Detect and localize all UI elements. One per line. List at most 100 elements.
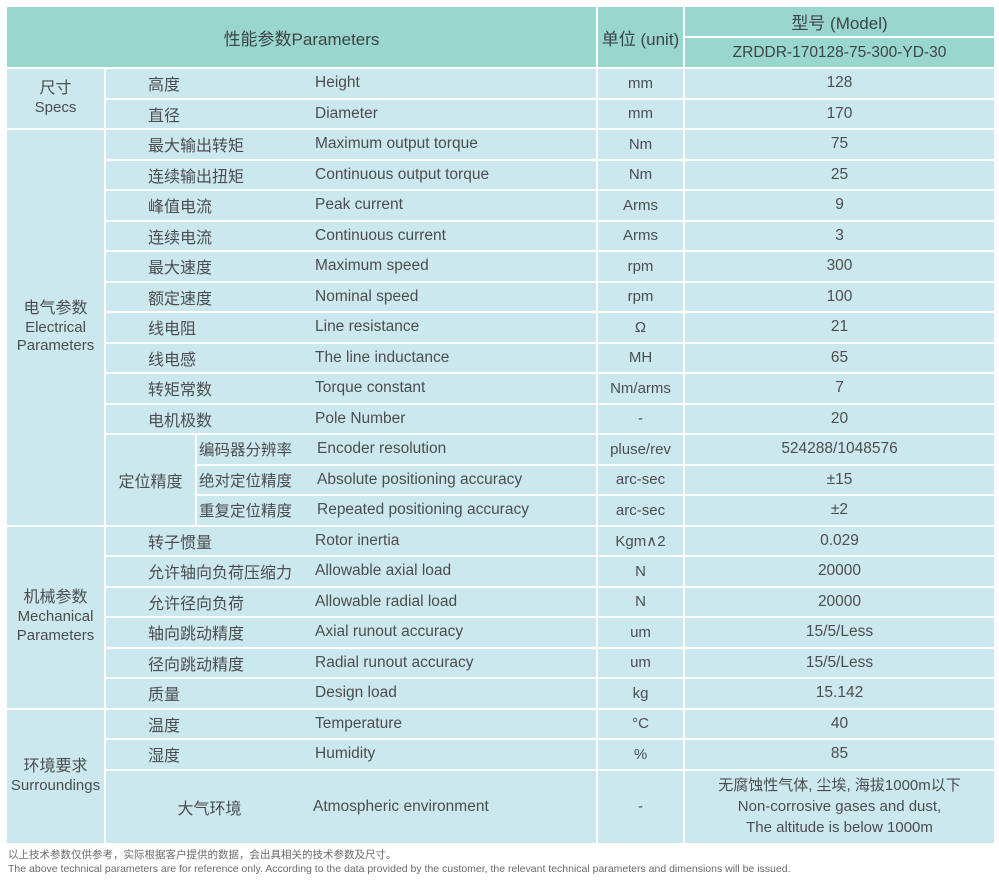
param-cell: 峰值电流 Peak current bbox=[106, 191, 596, 220]
param-zh: 线电感 bbox=[148, 351, 197, 369]
value-line: Non-corrosive gases and dust, bbox=[737, 798, 942, 815]
table-row: 大气环境 Atmospheric environment - 无腐蚀性气体, 尘埃, … bbox=[7, 770, 994, 843]
unit-cell: rpm bbox=[598, 282, 683, 311]
param-en: The line inductance bbox=[315, 348, 450, 366]
param-cell: 转矩常数 Torque constant bbox=[106, 374, 596, 403]
param-cell: 最大速度 Maximum speed bbox=[106, 252, 596, 281]
value-cell: 170 bbox=[685, 99, 994, 128]
category-line: 机械参数 bbox=[23, 589, 88, 607]
unit-cell: mm bbox=[598, 69, 683, 98]
category-line: 环境要求 bbox=[23, 757, 88, 775]
param-en: Line resistance bbox=[315, 318, 420, 336]
param-zh: 重复定位精度 bbox=[199, 503, 293, 521]
table-row: 电机极数 Pole Number -20 bbox=[7, 404, 994, 433]
param-en: Torque constant bbox=[315, 379, 426, 397]
value-cell: 300 bbox=[685, 252, 994, 281]
param-cell: 湿度 Humidity bbox=[106, 740, 596, 769]
param-zh: 轴向跳动精度 bbox=[148, 626, 245, 644]
param-zh: 转子惯量 bbox=[148, 534, 213, 552]
table-row: 转矩常数 Torque constant Nm/arms 7 bbox=[7, 374, 994, 403]
param-cell: 电机极数 Pole Number bbox=[106, 404, 596, 433]
param-zh: 最大输出转矩 bbox=[148, 138, 245, 156]
param-zh: 额定速度 bbox=[148, 290, 213, 308]
table-row: 允许轴向负荷压缩力 Allowable axial load N 20000 bbox=[7, 557, 994, 586]
unit-cell: - bbox=[598, 404, 683, 433]
unit-cell: arc-sec bbox=[598, 465, 683, 494]
category-line: Parameters bbox=[16, 627, 95, 644]
table-row: 电气参数 Electrical Parameters 最大输出转矩 Maximum ou… bbox=[7, 130, 994, 525]
table-row: 机械参数 Mechanical Parameters 转子惯量 Rotor inerti… bbox=[7, 526, 994, 708]
table-row: 线电阻 Line resistance Ω 21 bbox=[7, 313, 994, 342]
param-zh: 允许轴向负荷压缩力 bbox=[148, 565, 293, 583]
param-zh: 编码器分辨率 bbox=[199, 442, 293, 460]
header-row-model: ZRDDR-170128-75-300-YD-30 bbox=[7, 38, 994, 67]
unit-cell: Nm bbox=[598, 130, 683, 159]
param-zh: 连续电流 bbox=[148, 229, 213, 247]
table-row: 轴向跳动精度 Axial runout accuracy um 15/5/Less bbox=[7, 618, 994, 647]
param-zh: 直径 bbox=[148, 107, 181, 125]
category-line: Surroundings bbox=[10, 776, 101, 794]
param-cell: 温度 Temperature bbox=[106, 709, 596, 738]
unit-cell: Nm bbox=[598, 160, 683, 189]
unit-cell: Arms bbox=[598, 221, 683, 250]
table-row: 最大速度 Maximum speed rpm 300 bbox=[7, 252, 994, 281]
value-cell: ±15 bbox=[685, 465, 994, 494]
spec-table-body: 尺寸 Specs 高度 Height mm 128 直径 Diameter mm 170 电气参数 E… bbox=[7, 69, 994, 843]
unit-cell: kg bbox=[598, 679, 683, 708]
param-en: Allowable axial load bbox=[315, 562, 452, 580]
value-cell: 20000 bbox=[685, 557, 994, 586]
value-line: The altitude is below 1000m bbox=[746, 819, 933, 836]
unit-cell: N bbox=[598, 587, 683, 616]
param-en: Axial runout accuracy bbox=[315, 623, 464, 641]
footnote-zh: 以上技术参数仅供参考，实际根据客户提供的数据，会出具相关的技术参数及尺寸。 bbox=[8, 848, 397, 861]
param-cell: 绝对定位精度 Absolute positioning accuracy bbox=[197, 465, 596, 494]
unit-cell: Nm/arms bbox=[598, 374, 683, 403]
value-cell: 75 bbox=[685, 130, 994, 159]
value-cell: 100 bbox=[685, 282, 994, 311]
param-en: Allowable radial load bbox=[315, 592, 458, 610]
category-line: 尺寸 bbox=[39, 80, 72, 98]
table-row: 尺寸 Specs 高度 Height mm 128 bbox=[7, 69, 994, 128]
category-line: 电气参数 bbox=[23, 299, 88, 317]
category-cell: 机械参数 Mechanical Parameters bbox=[7, 526, 104, 708]
model-value: ZRDDR-170128-75-300-YD-30 bbox=[685, 38, 994, 67]
param-cell: 重复定位精度 Repeated positioning accuracy bbox=[197, 496, 596, 525]
param-en: Design load bbox=[315, 684, 397, 702]
unit-header: 单位 (unit) bbox=[598, 7, 683, 67]
param-en: Temperature bbox=[315, 714, 403, 732]
param-zh: 温度 bbox=[148, 717, 181, 735]
param-cell: 连续输出扭矩 Continuous output torque bbox=[106, 160, 596, 189]
category-cell: 尺寸 Specs bbox=[7, 69, 104, 128]
param-en: Nominal speed bbox=[315, 287, 419, 305]
param-en: Height bbox=[315, 74, 360, 92]
category-line: Electrical bbox=[25, 318, 86, 336]
param-cell: 连续电流 Continuous current bbox=[106, 221, 596, 250]
param-en: Diameter bbox=[315, 104, 378, 122]
value-cell: 21 bbox=[685, 313, 994, 342]
param-en: Absolute positioning accuracy bbox=[317, 470, 523, 488]
value-cell: ±2 bbox=[685, 496, 994, 525]
unit-cell: % bbox=[598, 740, 683, 769]
param-cell: 编码器分辨率 Encoder resolution bbox=[197, 435, 596, 464]
param-zh: 电机极数 bbox=[148, 412, 213, 430]
value-cell: 40 bbox=[685, 709, 994, 738]
param-en: Encoder resolution bbox=[317, 440, 447, 458]
value-cell: 15/5/Less bbox=[685, 648, 994, 677]
param-cell: 额定速度 Nominal speed bbox=[106, 282, 596, 311]
unit-cell: mm bbox=[598, 99, 683, 128]
value-cell: 3 bbox=[685, 221, 994, 250]
param-zh: 连续输出扭矩 bbox=[148, 168, 245, 186]
param-en: Continuous output torque bbox=[315, 165, 490, 183]
unit-cell: arc-sec bbox=[598, 496, 683, 525]
value-cell: 无腐蚀性气体, 尘埃, 海拔1000m以下 Non-corrosive gases… bbox=[685, 770, 994, 843]
param-zh: 径向跳动精度 bbox=[148, 656, 245, 674]
param-zh: 湿度 bbox=[148, 748, 181, 766]
unit-cell: Arms bbox=[598, 191, 683, 220]
table-row: 质量 Design load kg 15.142 bbox=[7, 679, 994, 708]
category-cell: 环境要求 Surroundings bbox=[7, 709, 104, 843]
value-line: 无腐蚀性气体, 尘埃, 海拔1000m以下 bbox=[718, 777, 961, 794]
value-cell: 65 bbox=[685, 343, 994, 372]
table-row: 环境要求 Surroundings 温度 Temperature °C 40 bbox=[7, 709, 994, 843]
param-cell: 允许轴向负荷压缩力 Allowable axial load bbox=[106, 557, 596, 586]
category-line: Specs bbox=[34, 99, 77, 117]
